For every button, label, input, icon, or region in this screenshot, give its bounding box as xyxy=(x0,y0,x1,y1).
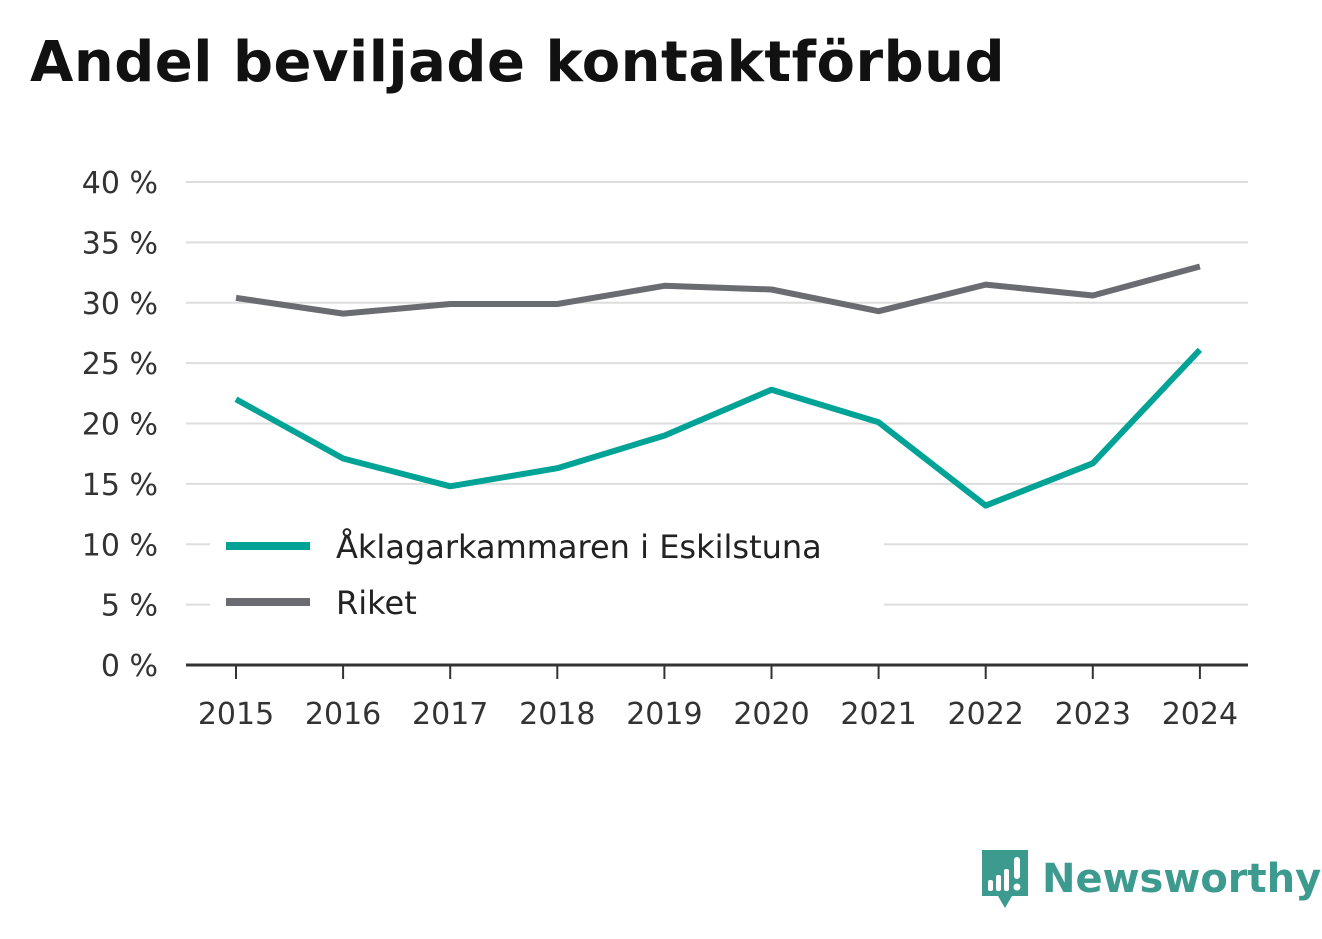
series-lines xyxy=(234,263,1203,509)
x-tick-label: 2019 xyxy=(626,697,702,732)
legend-background xyxy=(210,518,884,628)
y-tick-label: 25 % xyxy=(82,347,158,382)
x-tick-label: 2023 xyxy=(1055,697,1131,732)
y-tick-label: 10 % xyxy=(82,528,158,563)
brand-name: Newsworthy xyxy=(1042,856,1322,902)
chart-title: Andel beviljade kontaktförbud xyxy=(30,30,1006,95)
brand-logo: Newsworthy xyxy=(980,848,1321,910)
y-tick-label: 35 % xyxy=(82,226,158,261)
series-line-riket xyxy=(235,263,1201,317)
newsworthy-chart-icon xyxy=(982,850,1028,908)
legend-label-riket: Riket xyxy=(336,584,417,622)
x-tick-label: 2018 xyxy=(519,697,595,732)
x-tick-label: 2015 xyxy=(198,697,274,732)
x-tick-label: 2022 xyxy=(948,697,1024,732)
series-line-eskilstuna xyxy=(234,347,1203,509)
x-tick-label: 2021 xyxy=(840,697,916,732)
x-tick-label: 2017 xyxy=(412,697,488,732)
y-tick-label: 40 % xyxy=(82,166,158,201)
y-tick-label: 20 % xyxy=(82,408,158,443)
y-axis-ticks: 0 % 5 % 10 % 15 % 20 % 25 % 30 % 35 % 40 % xyxy=(82,166,158,684)
legend-label-eskilstuna: Åklagarkammaren i Eskilstuna xyxy=(336,528,822,566)
x-tick-label: 2020 xyxy=(733,697,809,732)
y-tick-label: 5 % xyxy=(101,589,158,624)
x-axis-ticks: 2015 2016 2017 2018 2019 2020 2021 2022 2023 2024 xyxy=(198,665,1238,732)
x-tick-label: 2016 xyxy=(305,697,381,732)
y-tick-label: 30 % xyxy=(82,287,158,322)
legend: Åklagarkammaren i Eskilstuna Riket xyxy=(210,518,884,628)
y-tick-label: 15 % xyxy=(82,468,158,503)
y-tick-label: 0 % xyxy=(101,649,158,684)
x-tick-label: 2024 xyxy=(1162,697,1238,732)
